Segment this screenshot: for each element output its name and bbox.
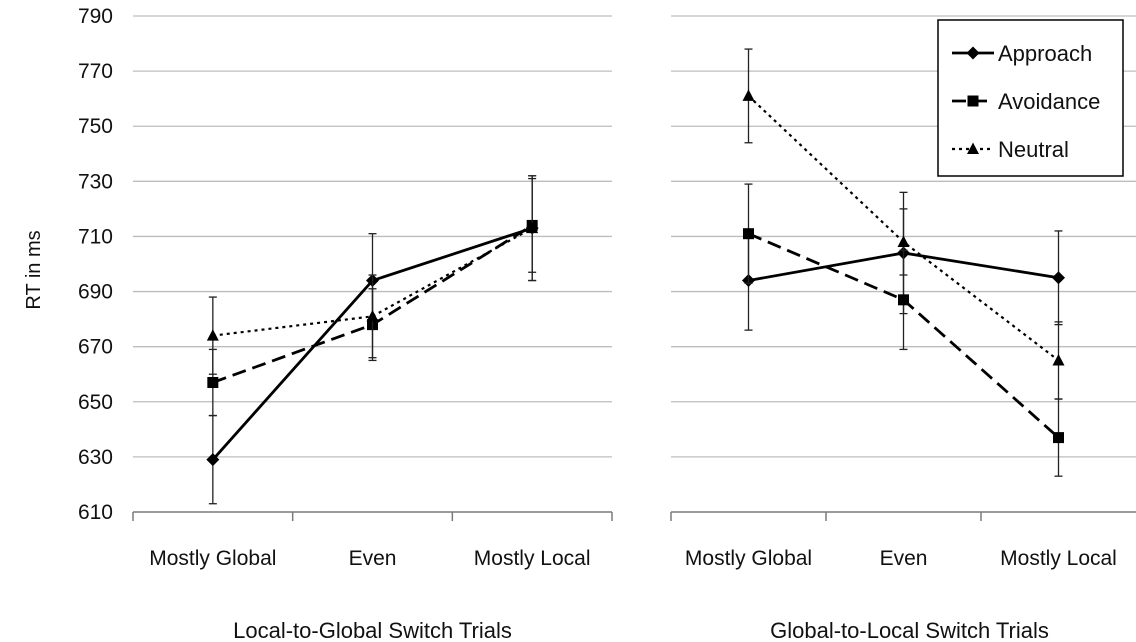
data-point-avoidance [207, 376, 219, 388]
data-point-neutral [1052, 353, 1065, 366]
data-point-avoidance [743, 228, 754, 240]
legend-marker-approach [966, 46, 980, 60]
legend-entry-avoidance: Avoidance [952, 89, 1100, 114]
data-point-approach [1052, 271, 1065, 285]
y-tick-label: 650 [78, 391, 113, 414]
legend-label: Neutral [998, 137, 1069, 162]
x-category-label: Even [880, 547, 928, 570]
x-category-label: Even [349, 547, 397, 570]
y-tick-label: 630 [78, 446, 113, 469]
y-tick-label: 610 [78, 501, 113, 524]
y-axis-label: RT in ms [23, 230, 45, 309]
legend: Approach Avoidance Neutral [937, 19, 1124, 177]
series-layer [206, 48, 1065, 505]
x-category-label: Mostly Global [685, 547, 812, 570]
series-line-neutral [212, 227, 533, 337]
y-tick-label: 690 [78, 281, 113, 304]
y-tick-label: 730 [78, 170, 113, 193]
y-tick-label: 790 [78, 5, 113, 28]
x-axis-label-panel-2: Global-to-Local Switch Trials [770, 618, 1049, 642]
x-axis-label-panel-1: Local-to-Global Switch Trials [233, 618, 512, 642]
axes-layer: 610 630 650 670 690 710 730 750 770 790 RT in ms Mo… [23, 5, 1117, 642]
series-neutral-panel-1 [206, 175, 539, 375]
y-tick-label: 710 [78, 225, 113, 248]
x-category-label: Mostly Global [149, 547, 276, 570]
legend-marker-neutral [967, 142, 979, 154]
data-point-avoidance [898, 294, 909, 306]
legend-entry-neutral: Neutral [952, 137, 1069, 162]
y-tick-label: 750 [78, 115, 113, 138]
data-point-neutral [742, 89, 755, 101]
legend-marker-avoidance [967, 95, 979, 107]
y-tick-label: 770 [78, 60, 113, 83]
data-point-neutral [897, 235, 910, 247]
data-point-approach [206, 453, 220, 467]
x-category-label: Mostly Local [1000, 547, 1117, 570]
data-point-neutral [366, 309, 379, 322]
data-point-neutral [526, 221, 539, 234]
legend-label: Approach [998, 41, 1092, 66]
y-tick-label: 670 [78, 336, 113, 359]
series-neutral-panel-2 [742, 48, 1065, 400]
x-category-label: Mostly Local [474, 547, 591, 570]
legend-entry-approach: Approach [952, 41, 1092, 66]
data-point-avoidance [1053, 432, 1064, 444]
legend-label: Avoidance [998, 89, 1100, 114]
data-point-neutral [206, 329, 219, 341]
